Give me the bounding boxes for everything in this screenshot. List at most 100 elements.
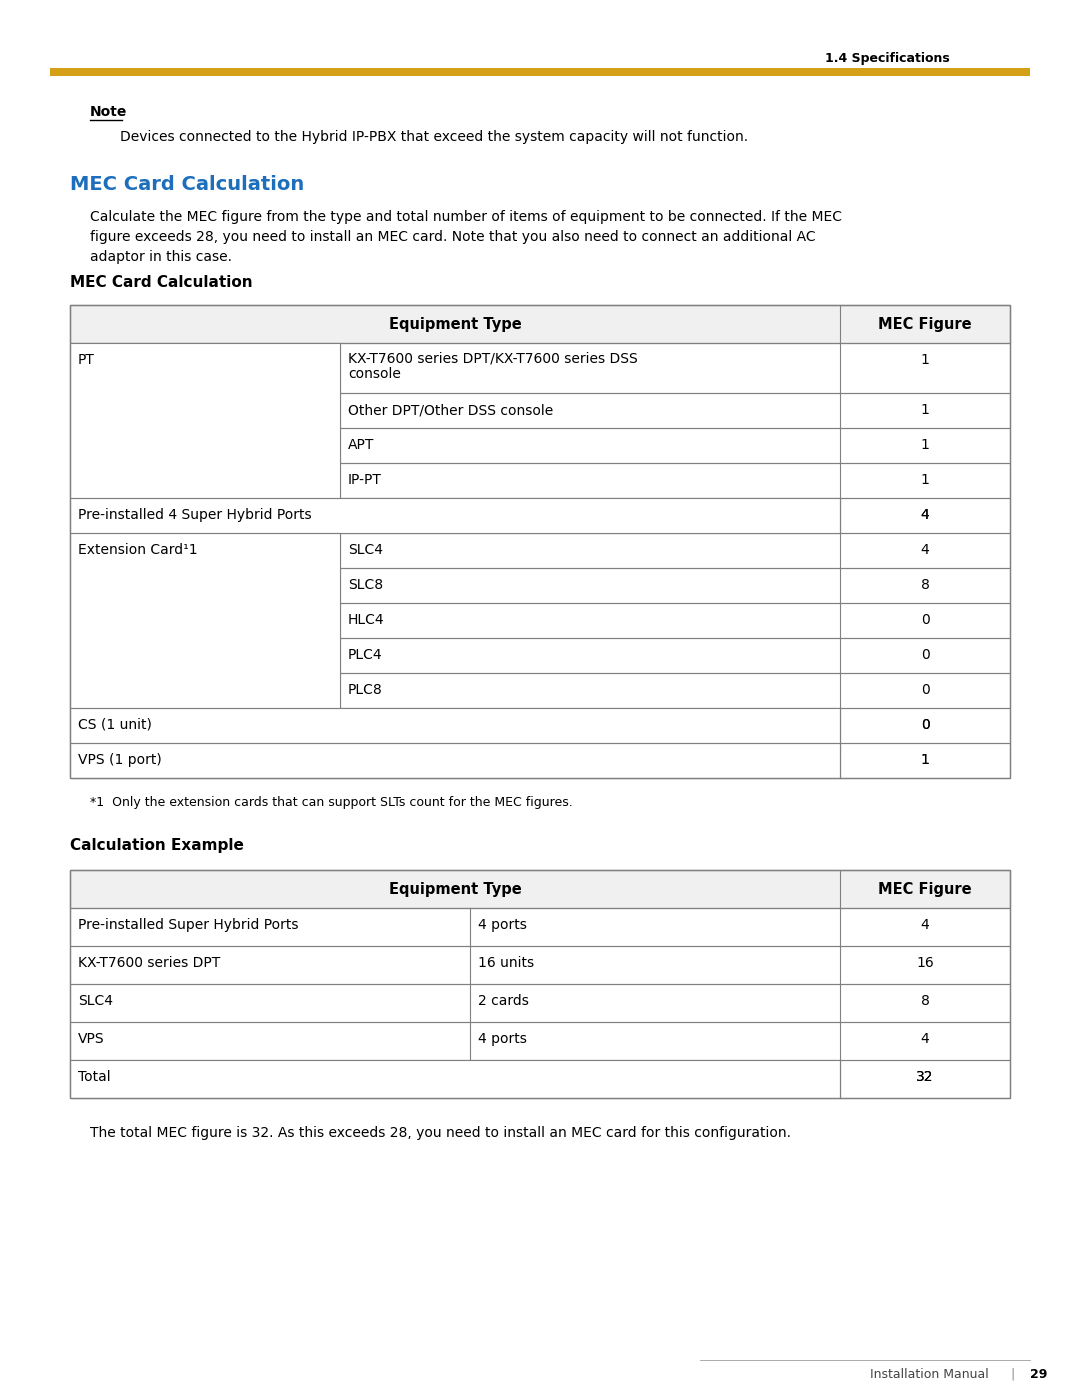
Text: Pre-installed 4 Super Hybrid Ports: Pre-installed 4 Super Hybrid Ports [78, 509, 312, 522]
Bar [70, 708, 1010, 743]
Text: MEC Card Calculation: MEC Card Calculation [70, 175, 305, 194]
Bar [70, 604, 1010, 638]
Text: 4 ports: 4 ports [478, 918, 527, 932]
Bar [70, 1060, 1010, 1098]
Text: Installation Manual: Installation Manual [870, 1368, 989, 1382]
Text: 1.4 Specifications: 1.4 Specifications [825, 52, 950, 66]
Text: 0: 0 [920, 683, 930, 697]
Text: PLC4: PLC4 [348, 648, 382, 662]
Bar [70, 983, 1010, 1023]
Text: Equipment Type: Equipment Type [389, 317, 522, 332]
Bar [70, 708, 840, 743]
Text: 4: 4 [920, 509, 930, 522]
Text: MEC Figure: MEC Figure [878, 882, 972, 897]
Text: 16: 16 [916, 956, 934, 970]
Bar [70, 870, 1010, 1098]
Bar [50, 68, 1030, 75]
Bar [70, 708, 839, 742]
Text: 4: 4 [920, 918, 930, 932]
Text: 1: 1 [920, 353, 930, 367]
Text: 29: 29 [1030, 1368, 1048, 1382]
Text: 8: 8 [920, 995, 930, 1009]
Bar [70, 870, 1010, 908]
Bar [70, 743, 839, 778]
Text: figure exceeds 28, you need to install an MEC card. Note that you also need to c: figure exceeds 28, you need to install a… [90, 231, 815, 244]
Text: PT: PT [78, 353, 95, 367]
Text: MEC Figure: MEC Figure [878, 317, 972, 332]
Text: CS (1 unit): CS (1 unit) [78, 718, 152, 732]
Text: SLC8: SLC8 [348, 578, 383, 592]
Bar [70, 534, 339, 707]
Text: 2 cards: 2 cards [478, 995, 529, 1009]
Bar [70, 499, 839, 532]
Text: VPS: VPS [78, 1032, 105, 1046]
Text: Pre-installed Super Hybrid Ports: Pre-installed Super Hybrid Ports [78, 918, 298, 932]
Text: 4: 4 [920, 1032, 930, 1046]
Text: CS (1 unit): CS (1 unit) [78, 718, 152, 732]
Text: Calculate the MEC figure from the type and total number of items of equipment to: Calculate the MEC figure from the type a… [90, 210, 842, 224]
Text: VPS (1 port): VPS (1 port) [78, 753, 162, 767]
Text: The total MEC figure is 32. As this exceeds 28, you need to install an MEC card : The total MEC figure is 32. As this exce… [90, 1126, 791, 1140]
Text: Calculation Example: Calculation Example [70, 838, 244, 854]
Text: 32: 32 [916, 1070, 934, 1084]
Bar [70, 427, 1010, 462]
Text: Extension Card¹1: Extension Card¹1 [78, 543, 198, 557]
Text: PLC8: PLC8 [348, 683, 382, 697]
Bar [70, 305, 1010, 344]
Text: KX-T7600 series DPT/KX-T7600 series DSS
console: KX-T7600 series DPT/KX-T7600 series DSS … [348, 351, 638, 381]
Text: Equipment Type: Equipment Type [389, 882, 522, 897]
Text: 1: 1 [920, 753, 930, 767]
Bar [70, 673, 1010, 708]
Text: 8: 8 [920, 578, 930, 592]
Text: *1  Only the extension cards that can support SLTs count for the MEC figures.: *1 Only the extension cards that can sup… [90, 796, 572, 809]
Text: 4: 4 [920, 509, 930, 522]
Text: IP-PT: IP-PT [348, 474, 382, 488]
Bar [70, 534, 340, 708]
Text: MEC Card Calculation: MEC Card Calculation [70, 275, 253, 291]
Text: KX-T7600 series DPT: KX-T7600 series DPT [78, 956, 220, 970]
Text: |: | [1010, 1368, 1014, 1382]
Bar [70, 870, 1010, 908]
Bar [70, 344, 339, 497]
Text: adaptor in this case.: adaptor in this case. [90, 250, 232, 264]
Text: 1: 1 [920, 753, 930, 767]
Text: 4: 4 [920, 543, 930, 557]
Text: 1: 1 [920, 439, 930, 453]
Text: 16 units: 16 units [478, 956, 535, 970]
Text: Extension Card¹1: Extension Card¹1 [78, 543, 198, 557]
Bar [70, 908, 1010, 946]
Bar [70, 743, 1010, 778]
Bar [70, 497, 1010, 534]
Text: Total: Total [78, 1070, 110, 1084]
Text: SLC4: SLC4 [348, 543, 383, 557]
Bar [70, 569, 1010, 604]
Text: 1: 1 [920, 402, 930, 416]
Text: 32: 32 [916, 1070, 934, 1084]
Text: 0: 0 [920, 718, 930, 732]
Text: Other DPT/Other DSS console: Other DPT/Other DSS console [348, 402, 553, 416]
Text: APT: APT [348, 439, 375, 453]
Bar [70, 462, 1010, 497]
Bar [70, 344, 1010, 393]
Text: HLC4: HLC4 [348, 613, 384, 627]
Bar [70, 344, 340, 497]
Bar [70, 305, 1010, 344]
Text: Devices connected to the Hybrid IP-PBX that exceed the system capacity will not : Devices connected to the Hybrid IP-PBX t… [120, 130, 748, 144]
Bar [70, 1060, 839, 1098]
Bar [70, 1023, 1010, 1060]
Text: 0: 0 [920, 718, 930, 732]
Text: Total: Total [78, 1070, 110, 1084]
Bar [70, 305, 1010, 778]
Bar [70, 534, 1010, 569]
Bar [70, 743, 840, 778]
Text: Note: Note [90, 105, 127, 119]
Text: PT: PT [78, 353, 95, 367]
Text: Pre-installed 4 Super Hybrid Ports: Pre-installed 4 Super Hybrid Ports [78, 509, 312, 522]
Text: 0: 0 [920, 648, 930, 662]
Bar [70, 393, 1010, 427]
Text: 1: 1 [920, 474, 930, 488]
Text: SLC4: SLC4 [78, 995, 113, 1009]
Bar [70, 1060, 840, 1098]
Bar [70, 497, 840, 534]
Bar [70, 946, 1010, 983]
